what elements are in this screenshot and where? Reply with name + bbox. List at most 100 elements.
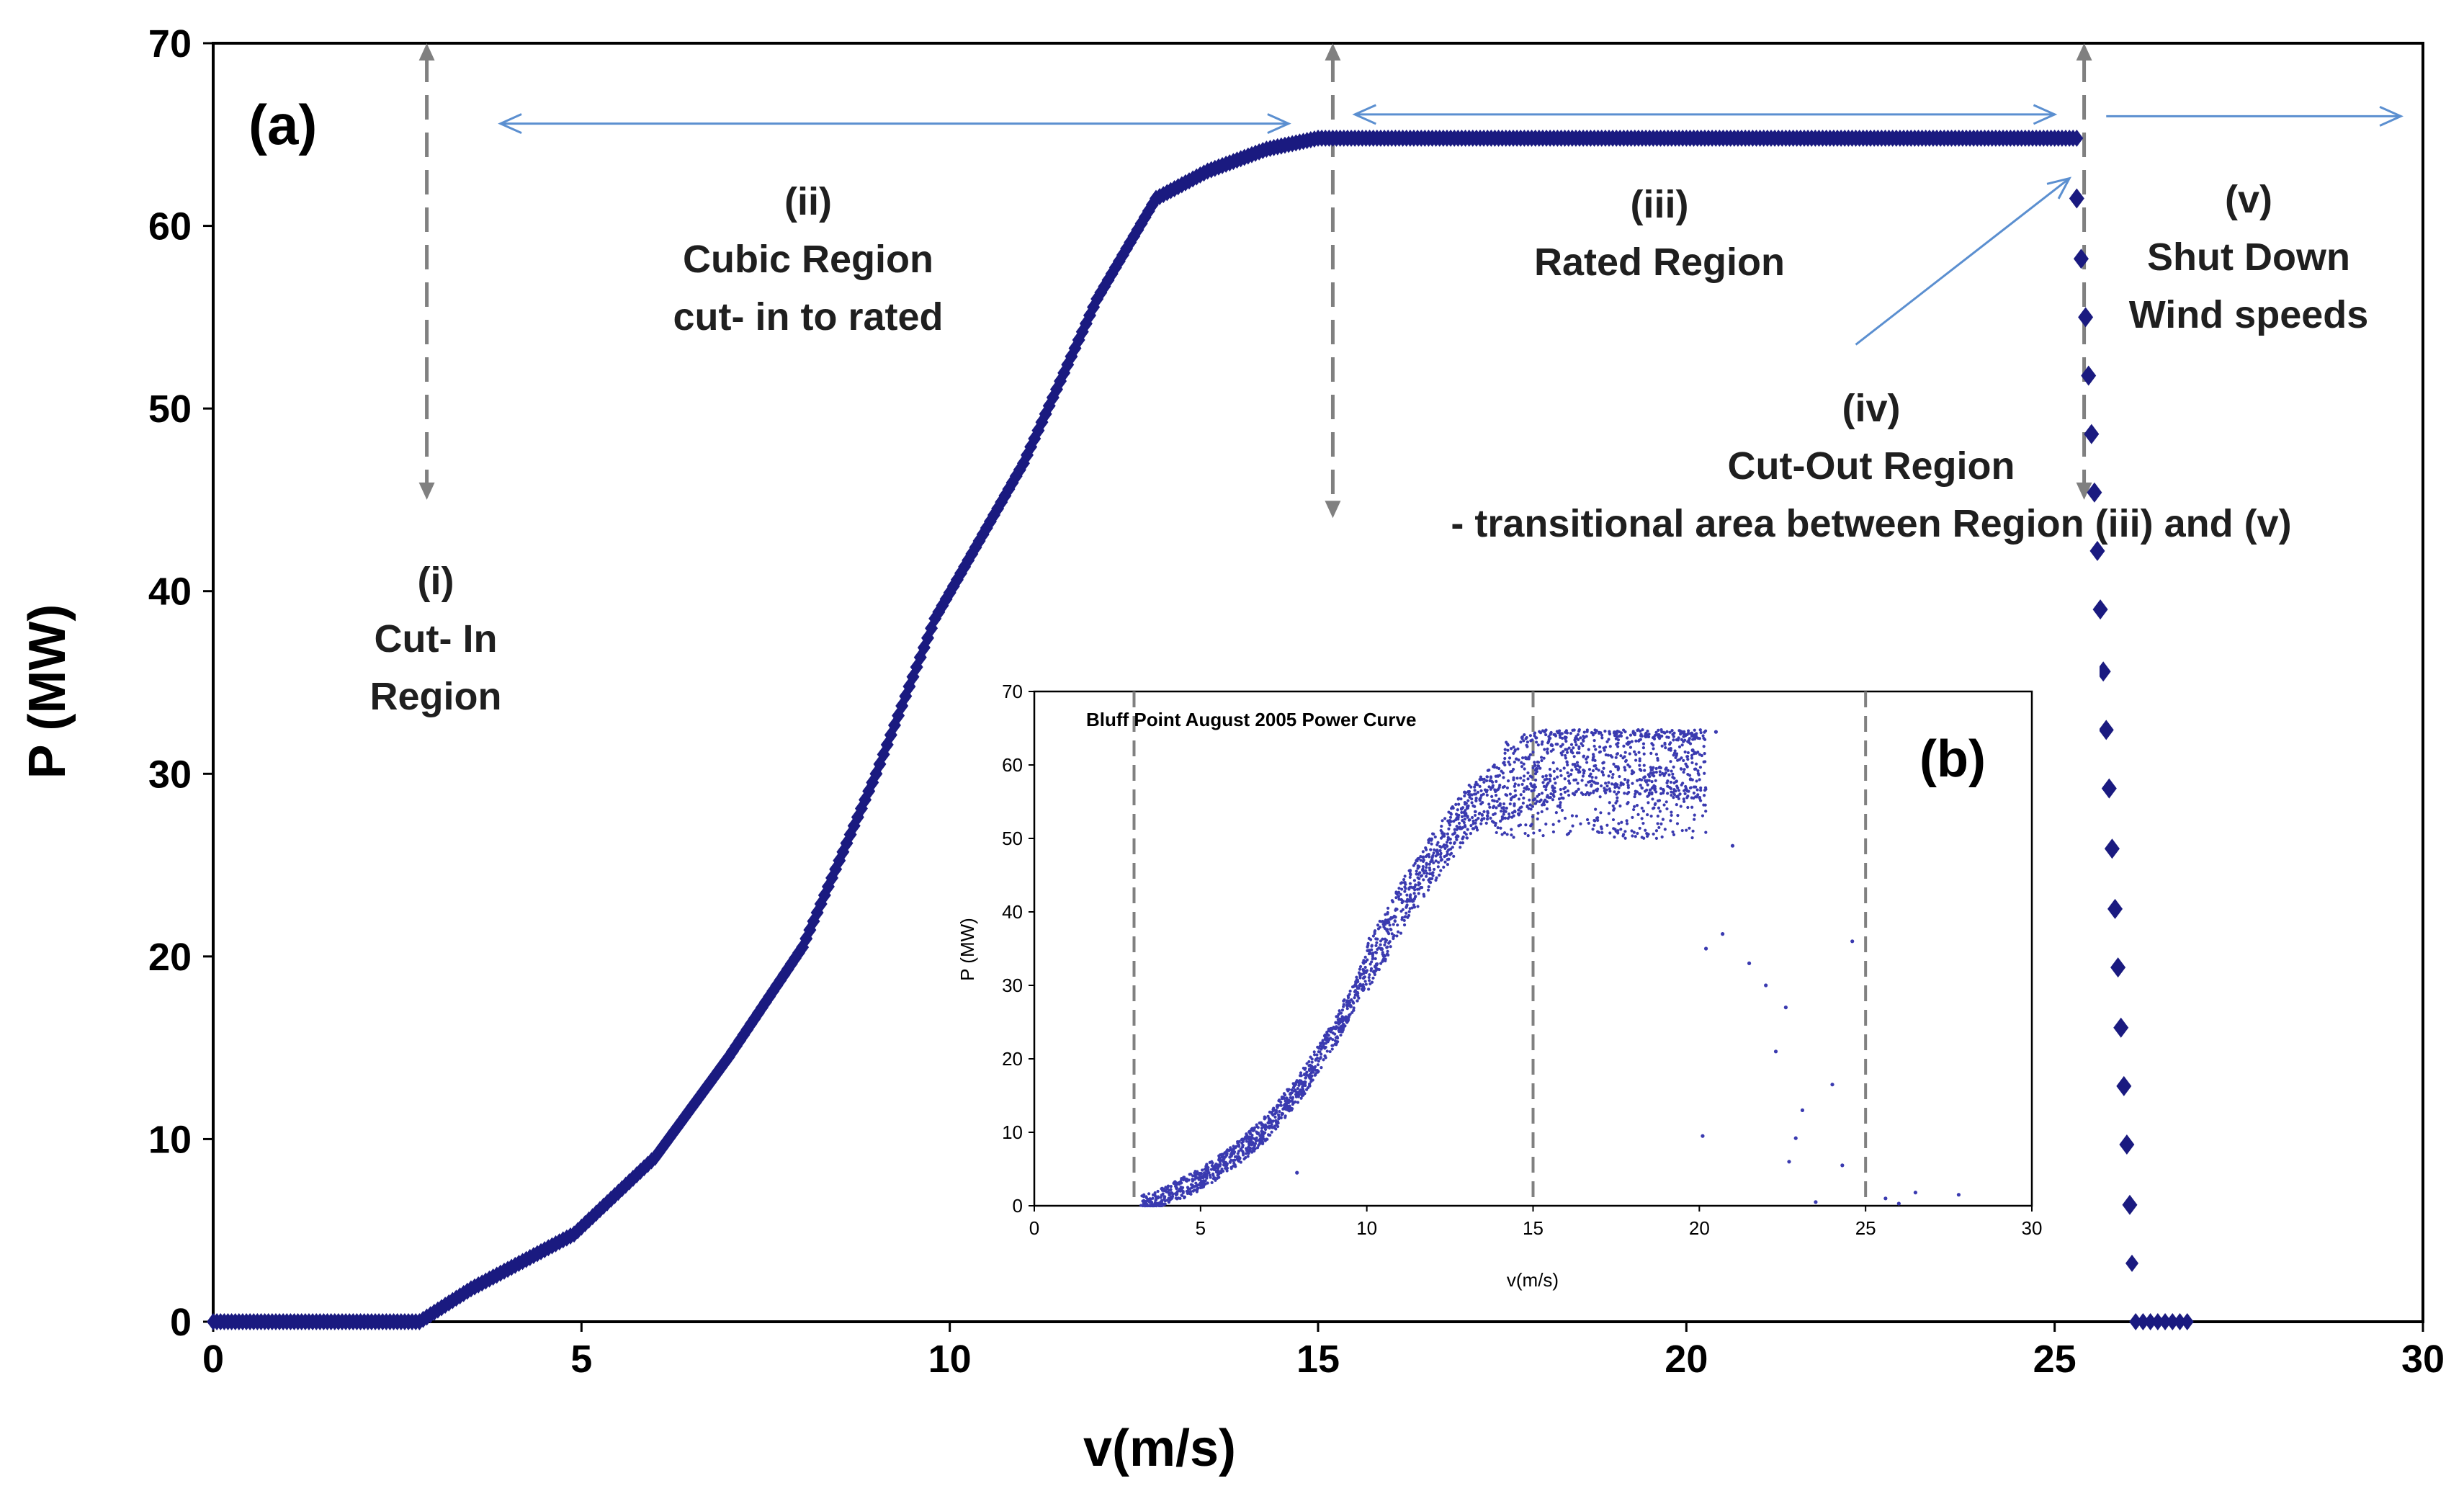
- inset-outlier-point: [1883, 1196, 1888, 1201]
- inset-point: [1165, 1199, 1169, 1202]
- inset-point: [1376, 923, 1380, 927]
- inset-point: [1244, 1156, 1247, 1160]
- inset-point: [1608, 732, 1612, 736]
- shutdown-marker: [2136, 1313, 2150, 1330]
- inset-point: [1670, 728, 1674, 733]
- inset-point: [1209, 1168, 1214, 1171]
- inset-point: [1656, 814, 1659, 818]
- inset-point: [1500, 818, 1504, 821]
- inset-point: [1566, 771, 1569, 775]
- inset-point: [1669, 741, 1672, 745]
- inset-point: [1608, 787, 1611, 791]
- inset-point: [1439, 869, 1443, 872]
- inset-point: [1479, 796, 1482, 800]
- inset-point: [1698, 728, 1702, 732]
- inset-point: [1660, 744, 1664, 748]
- inset-point: [1316, 1063, 1320, 1067]
- inset-point: [1640, 806, 1644, 810]
- inset-point: [1585, 728, 1589, 732]
- inset-point: [1669, 760, 1672, 764]
- inset-point: [1523, 733, 1526, 737]
- inset-point: [1690, 756, 1694, 760]
- inset-point: [1590, 775, 1594, 779]
- inset-point: [1677, 789, 1681, 792]
- inset-point: [1315, 1057, 1320, 1060]
- inset-point: [1704, 830, 1708, 834]
- inset-point: [1675, 738, 1678, 742]
- inset-point: [1511, 767, 1515, 771]
- dashed-marker-arrowhead-down: [418, 482, 435, 500]
- inset-point: [1432, 861, 1435, 865]
- inset-point: [1399, 892, 1402, 896]
- inset-point: [1370, 960, 1374, 964]
- inset-point: [1463, 818, 1466, 821]
- inset-point: [1701, 734, 1705, 738]
- inset-point: [1669, 787, 1672, 790]
- inset-point: [1466, 792, 1471, 797]
- inset-point: [1348, 1003, 1352, 1007]
- inset-point: [1456, 834, 1460, 838]
- inset-point: [1577, 730, 1581, 733]
- inset-point: [1405, 911, 1408, 915]
- inset-point: [1518, 823, 1523, 827]
- inset-point: [1461, 818, 1464, 823]
- inset-point: [1494, 794, 1498, 797]
- inset-point: [1155, 1204, 1158, 1208]
- inset-point: [1325, 1049, 1329, 1053]
- inset-point: [1241, 1144, 1245, 1147]
- inset-point: [1189, 1192, 1193, 1196]
- x-tick-label: 15: [1296, 1338, 1340, 1381]
- inset-point: [1558, 805, 1562, 809]
- inset-point: [1507, 812, 1511, 816]
- inset-point: [1175, 1187, 1178, 1191]
- inset-point: [1361, 983, 1365, 987]
- inset-point: [1286, 1105, 1290, 1109]
- region-v-line-1: Shut Down: [2147, 236, 2350, 279]
- inset-point: [1232, 1158, 1235, 1163]
- inset-point: [1268, 1110, 1272, 1114]
- region-iv-line-2: - transitional area between Region (iii)…: [1451, 502, 2291, 545]
- inset-point: [1497, 797, 1501, 801]
- inset-point: [1608, 770, 1613, 774]
- inset-point: [1338, 1029, 1342, 1032]
- inset-point: [1407, 910, 1411, 913]
- inset-point: [1531, 785, 1535, 789]
- inset-point: [1604, 791, 1608, 794]
- inset-point: [1311, 1070, 1315, 1074]
- inset-point: [1523, 767, 1526, 771]
- inset-point: [1253, 1128, 1256, 1132]
- inset-point: [1623, 792, 1626, 795]
- inset-point: [1174, 1196, 1178, 1200]
- inset-point: [1638, 764, 1641, 767]
- inset-point: [1520, 735, 1524, 739]
- inset-point: [1299, 1071, 1303, 1075]
- inset-point: [1658, 773, 1662, 776]
- inset-point: [1687, 729, 1690, 733]
- inset-point: [1626, 800, 1630, 805]
- inset-point: [1638, 826, 1641, 830]
- inset-point: [1547, 796, 1551, 800]
- inset-point: [1280, 1113, 1283, 1116]
- inset-point: [1580, 742, 1583, 746]
- inset-point: [1303, 1080, 1307, 1084]
- inset-point: [1598, 830, 1601, 834]
- inset-point: [1250, 1133, 1254, 1137]
- inset-point: [1512, 746, 1515, 749]
- inset-point: [1408, 882, 1412, 885]
- inset-point: [1523, 831, 1527, 836]
- inset-point: [1400, 881, 1404, 885]
- inset-point: [1587, 821, 1590, 825]
- inset-point: [1362, 972, 1366, 975]
- inset-point: [1462, 820, 1466, 825]
- inset-point: [1670, 769, 1673, 773]
- inset-point: [1493, 788, 1497, 792]
- inset-point: [1453, 841, 1456, 846]
- inset-point: [1532, 788, 1536, 792]
- inset-point: [1249, 1136, 1253, 1139]
- inset-point: [1579, 736, 1582, 740]
- inset-point: [1676, 758, 1680, 762]
- inset-point: [1435, 876, 1438, 879]
- inset-point: [1144, 1195, 1148, 1199]
- inset-point: [1236, 1152, 1240, 1155]
- inset-point: [1368, 973, 1371, 977]
